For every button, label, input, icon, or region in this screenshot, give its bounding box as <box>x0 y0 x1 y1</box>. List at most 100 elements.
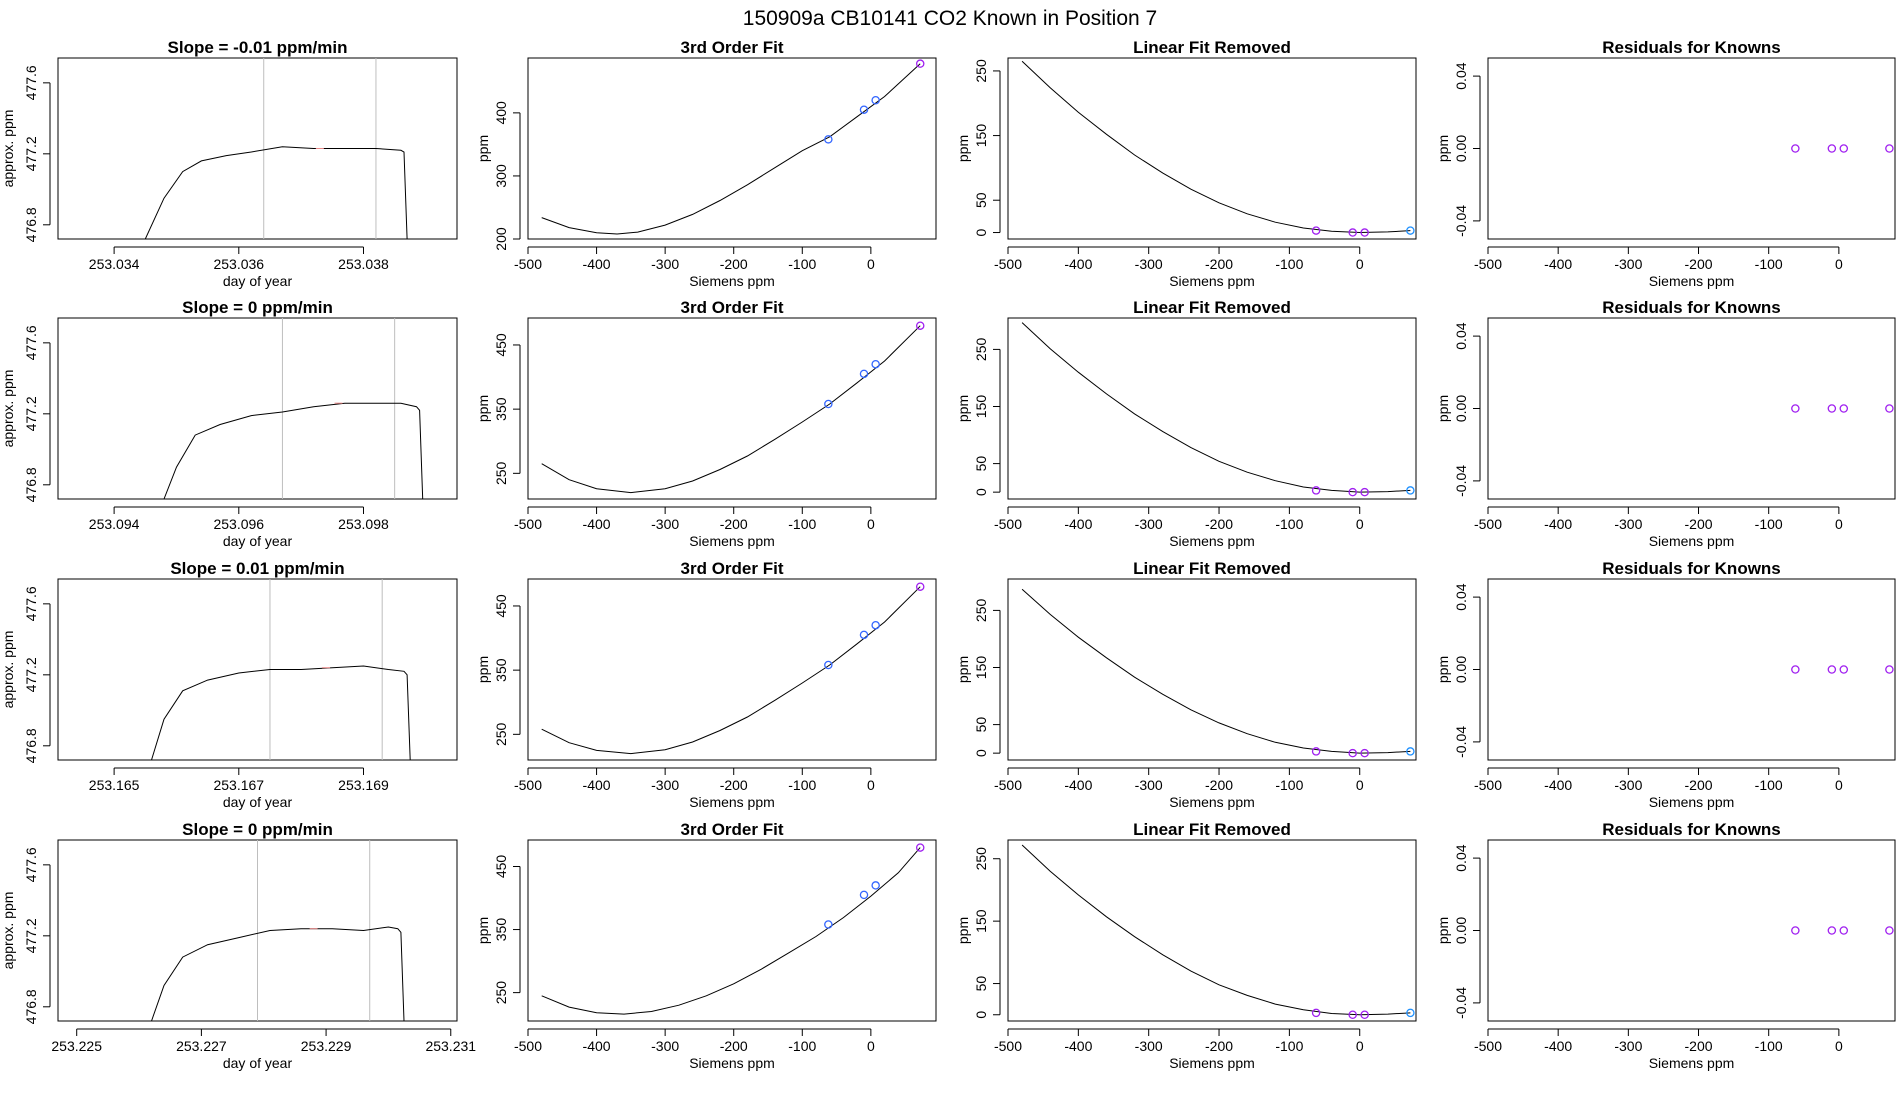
x-tick-label: -100 <box>1755 516 1783 532</box>
y-tick-label: 50 <box>973 456 989 472</box>
data-point-marker <box>1360 1010 1369 1020</box>
y-tick-label: 0 <box>973 1011 989 1019</box>
data-point-marker <box>915 843 925 852</box>
x-tick-label: 253.096 <box>213 516 264 532</box>
panel-0-1: 3rd Order Fit -500 -400 -300 -200 -100 0 Siemen… <box>475 38 937 289</box>
panel-title: 3rd Order Fit <box>681 38 784 57</box>
x-tick-label: -200 <box>1205 1038 1233 1054</box>
y-tick-label: 50 <box>973 717 989 733</box>
data-point-marker <box>824 399 833 409</box>
x-tick-label: -400 <box>1544 777 1572 793</box>
y-axis-label: ppm <box>475 135 491 162</box>
data-point-marker <box>1791 404 1800 413</box>
data-point-marker <box>1839 926 1849 935</box>
panel-title: Slope = -0.01 ppm/min <box>168 38 348 57</box>
fit-curve-line <box>1021 322 1411 493</box>
y-tick-label: 477.2 <box>23 396 39 431</box>
panel-2-0: Slope = 0.01 ppm/min 253.165 253.167 253.16… <box>0 559 458 810</box>
data-point-marker <box>915 321 925 330</box>
y-tick-label: 477.2 <box>23 136 39 171</box>
x-tick-label: 0 <box>1835 516 1843 532</box>
x-tick-label: 0 <box>867 1038 875 1054</box>
panel-title: Linear Fit Removed <box>1133 298 1291 317</box>
plot-frame <box>527 839 937 1022</box>
x-tick-label: -100 <box>1755 1038 1783 1054</box>
x-tick-label: 253.227 <box>176 1038 227 1054</box>
x-tick-label: -500 <box>994 777 1022 793</box>
x-tick-label: 0 <box>1356 516 1364 532</box>
x-tick-label: -100 <box>1755 777 1783 793</box>
x-axis-label: Siemens ppm <box>1649 1055 1735 1071</box>
x-tick-label: -400 <box>1544 1038 1572 1054</box>
data-point-marker <box>871 96 880 105</box>
page-title: 150909a CB10141 CO2 Known in Position 7 <box>743 7 1157 30</box>
x-axis-label: Siemens ppm <box>689 533 775 549</box>
x-tick-label: 0 <box>867 516 875 532</box>
panel-0-0: Slope = -0.01 ppm/min 253.034 253.036 253.0… <box>0 38 458 289</box>
panel-title: 3rd Order Fit <box>681 298 784 317</box>
y-tick-label: 350 <box>493 658 509 682</box>
y-tick-label: 250 <box>973 338 989 362</box>
plot-frame <box>1487 839 1896 1022</box>
x-tick-label: 253.038 <box>338 256 389 272</box>
panel-title: Linear Fit Removed <box>1133 38 1291 57</box>
plot-frame <box>527 317 937 500</box>
y-axis-label: ppm <box>1435 656 1451 683</box>
x-tick-label: -100 <box>788 777 816 793</box>
y-tick-label: 250 <box>493 981 509 1005</box>
data-point-marker <box>1311 1008 1321 1018</box>
panel-title: Linear Fit Removed <box>1133 559 1291 578</box>
x-tick-label: -300 <box>1614 1038 1642 1054</box>
x-tick-label: -400 <box>1064 777 1092 793</box>
x-tick-label: -100 <box>1275 1038 1303 1054</box>
panel-0-3: Residuals for Knowns -500 -400 -300 -200 -100… <box>1435 38 1896 289</box>
x-tick-label: -200 <box>1205 516 1233 532</box>
x-axis-label: Siemens ppm <box>689 1055 775 1071</box>
x-tick-label: -200 <box>720 256 748 272</box>
x-tick-label: -500 <box>1474 256 1502 272</box>
y-axis-label: ppm <box>955 917 971 944</box>
panel-title: Slope = 0 ppm/min <box>182 820 333 839</box>
x-axis-label: Siemens ppm <box>1169 794 1255 810</box>
concentration-trace-line <box>151 926 405 1021</box>
x-tick-label: -100 <box>1275 516 1303 532</box>
x-tick-label: 0 <box>1356 777 1364 793</box>
plot-frame <box>1007 317 1417 500</box>
x-tick-label: -100 <box>1275 777 1303 793</box>
panel-1-0: Slope = 0 ppm/min 253.094 253.096 253.098 da… <box>0 298 458 549</box>
y-tick-label: -0.04 <box>1453 205 1469 237</box>
fit-curve-line <box>541 63 921 235</box>
y-axis-label: ppm <box>475 656 491 683</box>
data-point-marker <box>1827 404 1837 413</box>
x-axis-label: day of year <box>223 1055 293 1071</box>
data-point-marker <box>1348 487 1357 497</box>
x-tick-label: -200 <box>720 516 748 532</box>
x-tick-label: -300 <box>1614 516 1642 532</box>
data-point-marker <box>915 582 925 591</box>
x-tick-label: -400 <box>1064 1038 1092 1054</box>
plot-frame <box>57 578 458 761</box>
y-tick-label: 250 <box>493 461 509 485</box>
x-axis-label: Siemens ppm <box>1169 1055 1255 1071</box>
x-tick-label: -300 <box>651 516 679 532</box>
y-tick-label: 350 <box>493 918 509 942</box>
data-point-marker <box>915 59 925 68</box>
panel-1-2: Linear Fit Removed -500 -400 -300 -200 -100 0 S… <box>955 298 1417 549</box>
x-tick-label: -100 <box>1755 256 1783 272</box>
data-point-marker <box>1885 665 1894 674</box>
x-tick-label: -300 <box>1135 516 1163 532</box>
x-tick-label: -200 <box>1205 256 1233 272</box>
x-tick-label: -400 <box>583 777 611 793</box>
x-tick-label: -300 <box>1614 256 1642 272</box>
y-tick-label: 0.04 <box>1453 322 1469 349</box>
data-point-marker <box>871 620 880 630</box>
x-tick-label: 253.225 <box>51 1038 102 1054</box>
x-tick-label: -300 <box>1135 1038 1163 1054</box>
data-point-marker <box>1406 1008 1415 1018</box>
x-tick-label: -200 <box>720 1038 748 1054</box>
y-axis-label: ppm <box>1435 135 1451 162</box>
x-tick-label: -500 <box>514 256 542 272</box>
panel-title: Linear Fit Removed <box>1133 820 1291 839</box>
data-point-marker <box>1348 228 1357 237</box>
concentration-trace-line <box>151 665 411 760</box>
